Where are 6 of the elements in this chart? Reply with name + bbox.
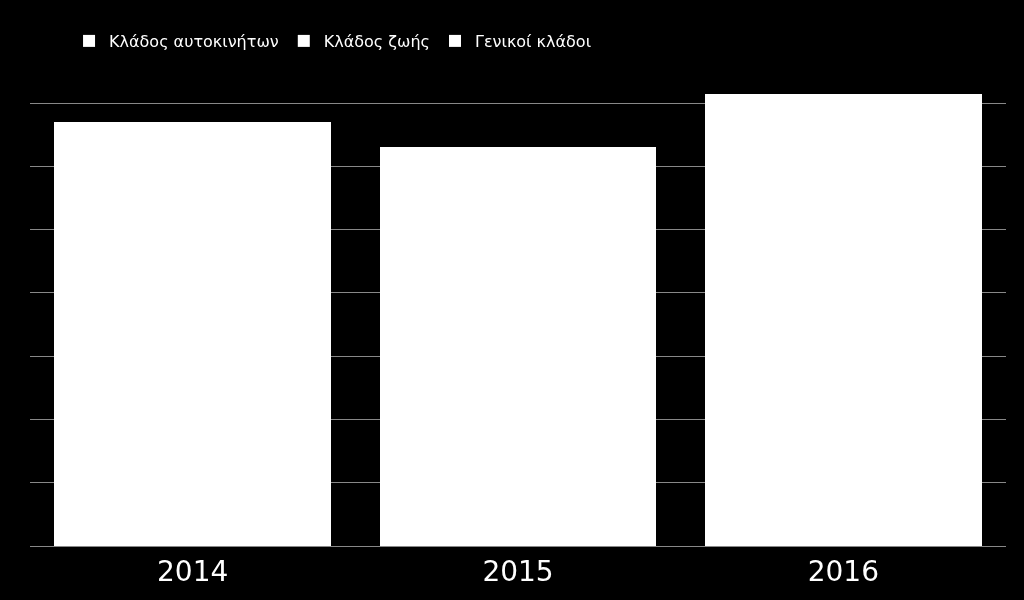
legend-label: Κλάδος ζωής [323,32,430,52]
legend-label: Κλάδος αυτοκινήτων [109,32,279,52]
x-tick-label: 2014 [157,554,229,588]
x-tick-label: 2015 [482,554,554,588]
x-tick-label: 2016 [807,554,879,588]
legend-label: Γενικοί κλάδοι [474,32,592,52]
